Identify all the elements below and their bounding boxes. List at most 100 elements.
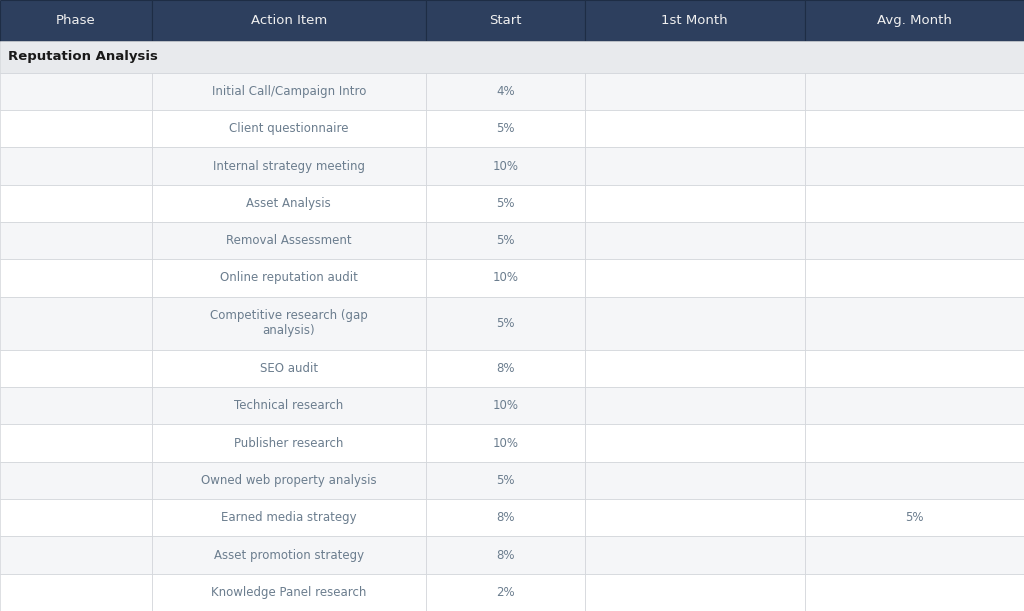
- Bar: [426, 259, 585, 297]
- Bar: [805, 147, 1024, 185]
- Bar: [805, 73, 1024, 110]
- Text: 10%: 10%: [493, 399, 518, 412]
- Bar: [805, 574, 1024, 611]
- Bar: [805, 0, 1024, 42]
- Bar: [0, 73, 152, 110]
- Text: Client questionnaire: Client questionnaire: [229, 122, 348, 135]
- Text: 1st Month: 1st Month: [662, 14, 728, 27]
- Bar: [585, 536, 805, 574]
- Bar: [0, 387, 152, 425]
- Bar: [585, 462, 805, 499]
- Bar: [0, 185, 152, 222]
- Bar: [426, 0, 585, 42]
- Text: Action Item: Action Item: [251, 14, 327, 27]
- Text: 4%: 4%: [496, 85, 515, 98]
- Bar: [805, 110, 1024, 147]
- Text: 5%: 5%: [905, 511, 924, 524]
- Bar: [152, 222, 426, 259]
- Text: 5%: 5%: [496, 197, 515, 210]
- Bar: [152, 574, 426, 611]
- Bar: [152, 73, 426, 110]
- Text: 10%: 10%: [493, 271, 518, 285]
- Bar: [585, 425, 805, 462]
- Text: 8%: 8%: [496, 549, 515, 562]
- Bar: [152, 259, 426, 297]
- Text: 5%: 5%: [496, 316, 515, 330]
- Bar: [426, 349, 585, 387]
- Bar: [152, 349, 426, 387]
- Text: Online reputation audit: Online reputation audit: [220, 271, 357, 285]
- Bar: [0, 425, 152, 462]
- Bar: [426, 222, 585, 259]
- Text: Internal strategy meeting: Internal strategy meeting: [213, 159, 365, 172]
- Bar: [585, 499, 805, 536]
- Text: Removal Assessment: Removal Assessment: [226, 234, 351, 247]
- Text: Reputation Analysis: Reputation Analysis: [8, 51, 158, 64]
- Bar: [0, 0, 152, 42]
- Bar: [0, 222, 152, 259]
- Bar: [0, 147, 152, 185]
- Text: 2%: 2%: [496, 586, 515, 599]
- Bar: [152, 387, 426, 425]
- Bar: [585, 73, 805, 110]
- Bar: [585, 349, 805, 387]
- Bar: [0, 297, 152, 349]
- Bar: [805, 425, 1024, 462]
- Bar: [585, 222, 805, 259]
- Bar: [0, 462, 152, 499]
- Bar: [805, 387, 1024, 425]
- Bar: [426, 574, 585, 611]
- Bar: [152, 462, 426, 499]
- Bar: [805, 349, 1024, 387]
- Bar: [152, 185, 426, 222]
- Bar: [426, 185, 585, 222]
- Bar: [805, 536, 1024, 574]
- Bar: [0, 110, 152, 147]
- Bar: [0, 42, 1024, 73]
- Text: 10%: 10%: [493, 159, 518, 172]
- Bar: [0, 574, 152, 611]
- Text: Publisher research: Publisher research: [234, 436, 343, 450]
- Bar: [426, 462, 585, 499]
- Bar: [426, 110, 585, 147]
- Bar: [152, 499, 426, 536]
- Bar: [585, 185, 805, 222]
- Bar: [585, 574, 805, 611]
- Bar: [585, 147, 805, 185]
- Bar: [426, 499, 585, 536]
- Bar: [805, 185, 1024, 222]
- Text: SEO audit: SEO audit: [260, 362, 317, 375]
- Bar: [805, 259, 1024, 297]
- Bar: [426, 425, 585, 462]
- Bar: [585, 297, 805, 349]
- Text: Start: Start: [489, 14, 521, 27]
- Bar: [152, 110, 426, 147]
- Text: Competitive research (gap
analysis): Competitive research (gap analysis): [210, 309, 368, 337]
- Bar: [0, 536, 152, 574]
- Bar: [426, 73, 585, 110]
- Bar: [0, 499, 152, 536]
- Text: 5%: 5%: [496, 122, 515, 135]
- Text: 5%: 5%: [496, 474, 515, 487]
- Bar: [585, 110, 805, 147]
- Text: 5%: 5%: [496, 234, 515, 247]
- Bar: [152, 536, 426, 574]
- Bar: [805, 222, 1024, 259]
- Bar: [805, 499, 1024, 536]
- Bar: [585, 0, 805, 42]
- Bar: [426, 536, 585, 574]
- Text: Initial Call/Campaign Intro: Initial Call/Campaign Intro: [212, 85, 366, 98]
- Text: Avg. Month: Avg. Month: [877, 14, 952, 27]
- Bar: [426, 147, 585, 185]
- Text: Asset Analysis: Asset Analysis: [247, 197, 331, 210]
- Bar: [426, 387, 585, 425]
- Bar: [152, 147, 426, 185]
- Bar: [585, 259, 805, 297]
- Text: Technical research: Technical research: [234, 399, 343, 412]
- Bar: [805, 297, 1024, 349]
- Bar: [426, 297, 585, 349]
- Bar: [585, 387, 805, 425]
- Bar: [805, 462, 1024, 499]
- Text: Knowledge Panel research: Knowledge Panel research: [211, 586, 367, 599]
- Bar: [0, 259, 152, 297]
